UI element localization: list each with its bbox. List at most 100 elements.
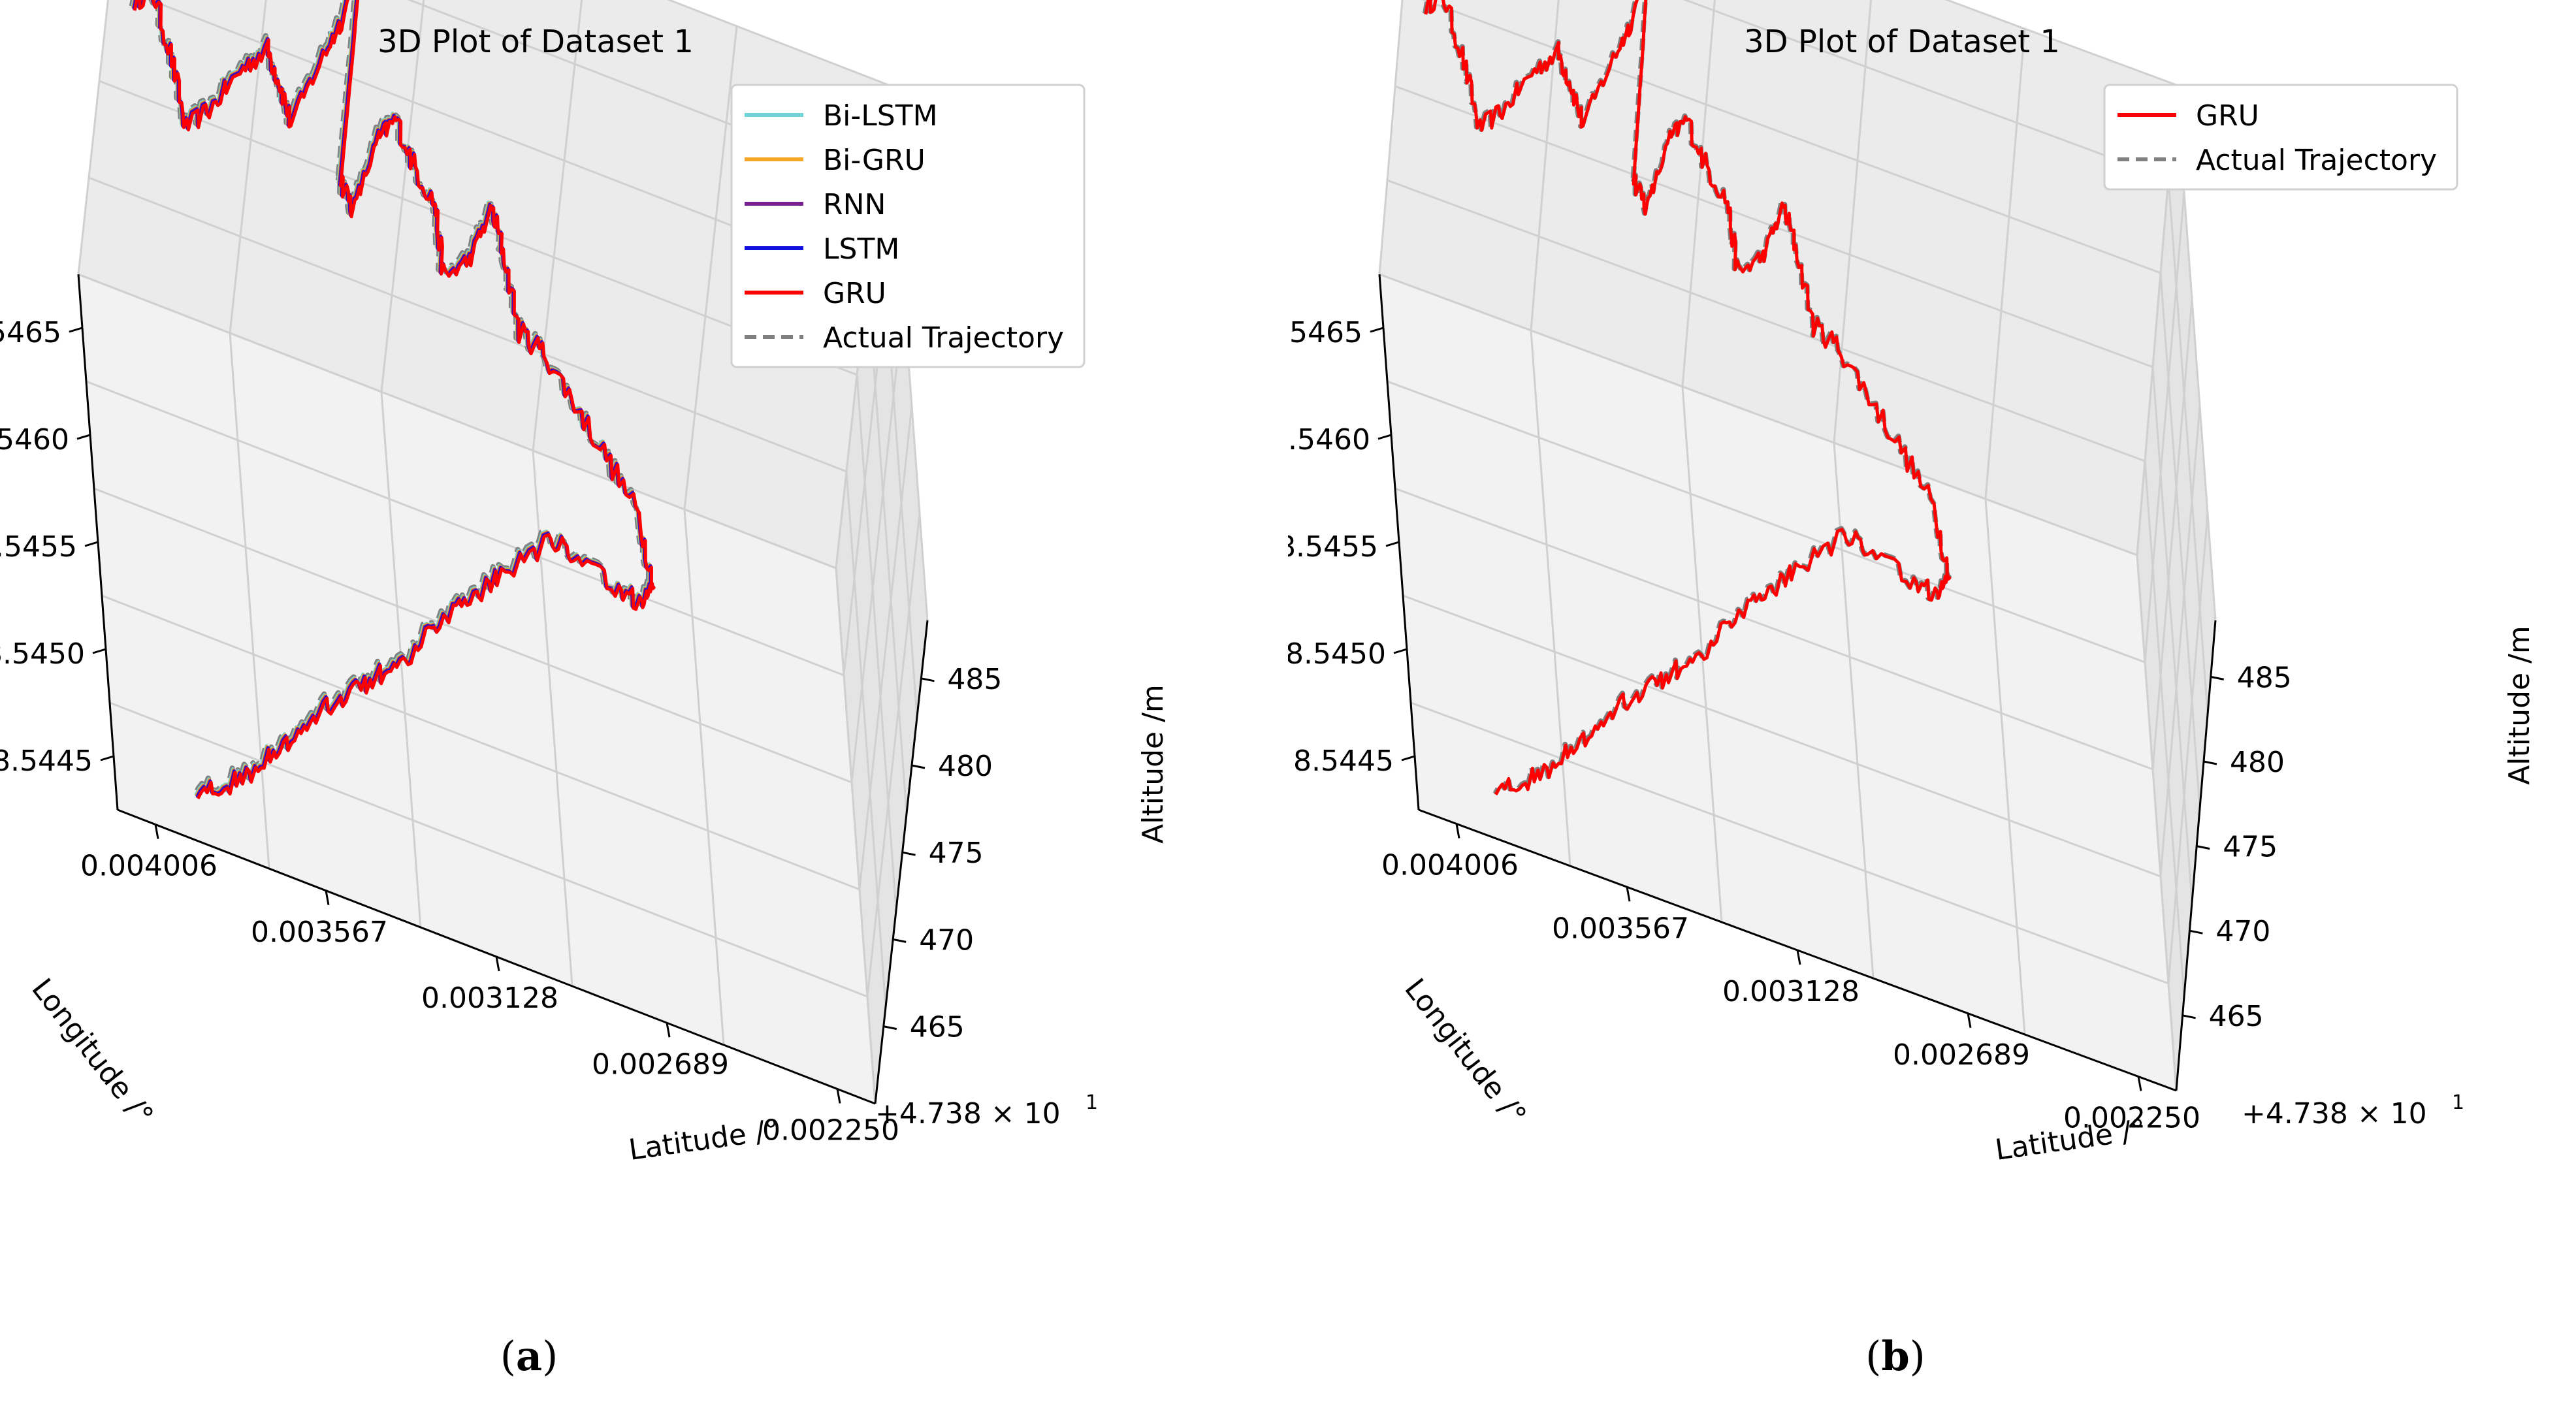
right-grid-line	[2159, 406, 2201, 877]
right-grid-line	[2167, 513, 2209, 984]
floor-grid-line	[683, 509, 725, 1046]
longitude-axis-label: Longitude /°	[25, 972, 159, 1132]
back-grid-line	[1682, 0, 2169, 180]
chart-panel-a: 0.004006 0.003567 0.003128 0.002689 0.002250…	[0, 0, 1170, 1380]
longitude-tick	[1401, 755, 1415, 761]
legend-label: GRU	[823, 277, 886, 310]
latitude-tick	[836, 1089, 841, 1104]
longitude-tick	[1377, 434, 1392, 440]
longitude-tick-label: 8.5455	[1288, 530, 1378, 564]
latitude-tick-label: 0.004006	[1381, 849, 1519, 882]
chart-b-axes	[1370, 274, 2225, 1092]
altitude-tick	[2182, 1014, 2196, 1019]
chart-b-svg: 0.004006 0.003567 0.003128 0.002689 0.002250…	[1288, 0, 2536, 1167]
legend-box	[730, 84, 1086, 368]
back-grid-line	[88, 176, 847, 473]
back-grid-line	[683, 25, 738, 510]
chart-b-texts: 0.004006 0.003567 0.003128 0.002689 0.002250…	[1288, 24, 2536, 1167]
back-grid-line	[1530, 0, 1560, 331]
altitude-tick	[902, 851, 916, 856]
latitude-tick	[1796, 950, 1801, 965]
chart-b-series	[1422, 0, 1952, 795]
floor-grid-line	[1394, 487, 2153, 771]
panel-a-caption: (a)	[500, 1332, 558, 1380]
latitude-tick	[1626, 886, 1631, 902]
longitude-tick	[1385, 541, 1400, 547]
longitude-tick-label: 8.5465	[0, 316, 61, 349]
chart-b-legend: GRU Actual Trajectory	[2103, 84, 2458, 191]
longitude-tick-label: 8.5450	[1288, 637, 1386, 671]
chart-panel-b: 0.004006 0.003567 0.003128 0.002689 0.002250…	[1288, 0, 2576, 1408]
chart-a-panes	[78, 0, 927, 1104]
right-grid-line	[2151, 366, 2193, 903]
back-grid-line	[1984, 28, 2026, 500]
back-grid-line	[1387, 179, 2146, 462]
longitude-axis-label: Longitude /°	[1398, 972, 1532, 1132]
latitude-tick-label: 0.003128	[421, 982, 558, 1015]
panel-b-caption: (b)	[1865, 1332, 1925, 1380]
chart-a-legend: Bi-LSTM Bi-GRU RNN LSTM GRU Actual Trajectory	[730, 84, 1086, 368]
legend-label: Actual Trajectory	[823, 321, 1064, 355]
latitude-tick-label: 0.003567	[251, 916, 388, 949]
longitude-tick	[84, 541, 99, 547]
longitude-tick-label: 8.5460	[0, 423, 69, 456]
offset-text: +4.738 × 10	[2242, 1097, 2427, 1130]
legend-box	[2103, 84, 2458, 191]
chart-a-series	[129, 0, 656, 799]
altitude-tick	[2196, 845, 2210, 850]
altitude-axis-line	[2175, 620, 2217, 1091]
floor-pane	[78, 274, 875, 1104]
latitude-tick	[495, 956, 500, 972]
floor-grid-line	[835, 568, 877, 1104]
floor-grid-line	[86, 380, 845, 677]
offset-exponent: 1	[1086, 1091, 1098, 1114]
floor-grid-line	[78, 273, 837, 569]
latitude-tick-label: 0.004006	[80, 850, 217, 883]
right-grid-line	[2159, 272, 2201, 809]
right-pane	[2137, 85, 2215, 1091]
altitude-tick-label: 480	[938, 750, 993, 783]
back-grid-line	[77, 0, 109, 275]
latitude-tick-label: 0.002689	[1893, 1038, 2030, 1072]
back-grid-line	[1944, 0, 2177, 86]
latitude-tick-label: 0.002250	[2063, 1102, 2200, 1135]
back-pane	[78, 0, 888, 568]
right-grid-line	[2144, 191, 2185, 663]
floor-grid-line	[229, 332, 270, 869]
floor-grid-line	[109, 701, 868, 998]
legend-label: LSTM	[823, 232, 899, 266]
altitude-tick-label: 470	[2215, 915, 2270, 948]
latitude-tick-label: 0.002250	[762, 1114, 899, 1147]
right-grid-line	[850, 298, 905, 783]
right-grid-line	[2144, 460, 2185, 997]
altitude-tick	[911, 764, 926, 769]
right-grid-line	[845, 471, 887, 1008]
altitude-tick	[892, 938, 907, 943]
legend-label: Actual Trajectory	[2196, 144, 2437, 177]
altitude-tick	[2203, 760, 2217, 765]
longitude-tick	[69, 327, 83, 333]
longitude-tick	[1393, 648, 1408, 654]
longitude-tick-label: 8.5450	[0, 637, 85, 671]
longitude-tick-label: 8.5445	[0, 744, 93, 778]
longitude-tick-label: 8.5445	[1293, 744, 1394, 778]
altitude-tick-label: 485	[2237, 661, 2292, 694]
latitude-tick	[666, 1022, 671, 1038]
floor-grid-line	[1984, 498, 2026, 1035]
legend-label: Bi-GRU	[823, 144, 926, 177]
right-grid-line	[2151, 298, 2193, 770]
legend-label: GRU	[2196, 99, 2259, 133]
latitude-tick	[154, 824, 159, 839]
back-grid-line	[532, 0, 583, 451]
floor-pane	[1379, 274, 2176, 1091]
right-grid-line	[858, 406, 913, 890]
altitude-tick-label: 470	[919, 923, 974, 957]
chart-a-axes	[69, 274, 935, 1105]
longitude-tick-label: 8.5465	[1288, 316, 1362, 349]
altitude-axis-line	[874, 620, 929, 1104]
longitude-tick	[1370, 327, 1384, 333]
legend-label: RNN	[823, 188, 886, 221]
floor-grid-line	[101, 594, 860, 891]
floor-grid-line	[93, 487, 852, 784]
chart-title: 3D Plot of Dataset 1	[378, 24, 694, 60]
